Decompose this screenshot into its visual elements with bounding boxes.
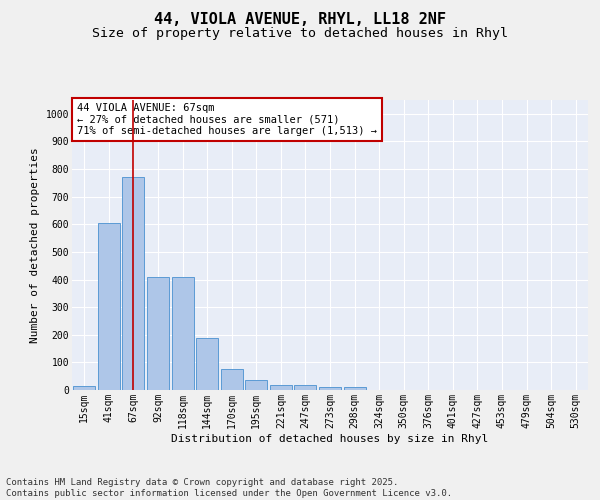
Text: 44, VIOLA AVENUE, RHYL, LL18 2NF: 44, VIOLA AVENUE, RHYL, LL18 2NF xyxy=(154,12,446,28)
X-axis label: Distribution of detached houses by size in Rhyl: Distribution of detached houses by size … xyxy=(172,434,488,444)
Bar xyxy=(344,386,365,390)
Bar xyxy=(295,385,316,390)
Bar xyxy=(147,277,169,390)
Y-axis label: Number of detached properties: Number of detached properties xyxy=(30,147,40,343)
Bar xyxy=(98,223,120,390)
Bar xyxy=(122,178,145,390)
Bar xyxy=(73,386,95,390)
Bar xyxy=(245,380,268,390)
Bar xyxy=(172,277,194,390)
Bar xyxy=(270,385,292,390)
Text: 44 VIOLA AVENUE: 67sqm
← 27% of detached houses are smaller (571)
71% of semi-de: 44 VIOLA AVENUE: 67sqm ← 27% of detached… xyxy=(77,103,377,136)
Bar xyxy=(221,370,243,390)
Text: Size of property relative to detached houses in Rhyl: Size of property relative to detached ho… xyxy=(92,28,508,40)
Bar xyxy=(319,387,341,390)
Text: Contains HM Land Registry data © Crown copyright and database right 2025.
Contai: Contains HM Land Registry data © Crown c… xyxy=(6,478,452,498)
Bar xyxy=(196,338,218,390)
